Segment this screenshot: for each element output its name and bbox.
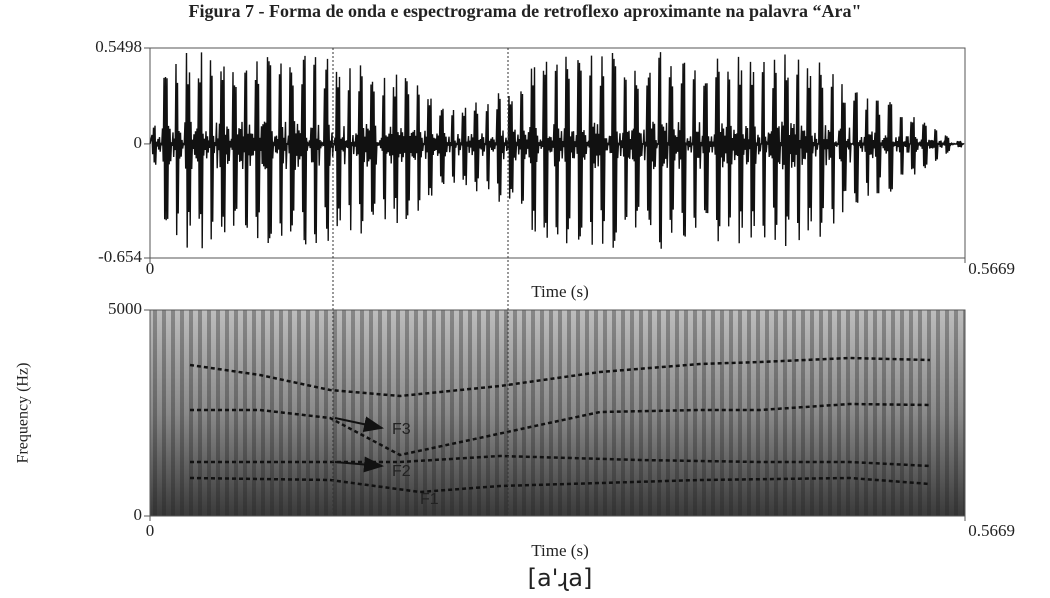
waveform-frame xyxy=(149,47,966,259)
x-tick-label: 0 xyxy=(146,521,155,540)
y-tick-label: 5000 xyxy=(108,299,142,318)
y-tick-label: 0.5498 xyxy=(95,37,142,56)
y-tick-label: 0 xyxy=(134,505,143,524)
x-tick-label: 0 xyxy=(146,259,155,278)
formant-label: F3 xyxy=(392,421,411,438)
x-axis-label: Time (s) xyxy=(531,541,588,560)
y-axis-label: Frequency (Hz) xyxy=(15,363,32,464)
spectrogram-striations xyxy=(149,309,966,517)
arrow xyxy=(334,456,384,473)
formant-label: F1 xyxy=(420,491,439,508)
y-tick-label: -0.654 xyxy=(98,247,142,266)
transcription: [a'ɻa] xyxy=(528,564,593,592)
arrow xyxy=(334,416,384,433)
x-axis-label: Time (s) xyxy=(531,282,588,301)
x-tick-label: 0.5669 xyxy=(968,259,1015,278)
title: Figura 7 - Forma de onda e espectrograma… xyxy=(188,1,861,21)
x-tick-label: 0.5669 xyxy=(968,521,1015,540)
y-tick-label: 0 xyxy=(134,133,143,152)
formant-label: F2 xyxy=(392,463,411,480)
formant-tracks xyxy=(189,356,931,494)
waveform-trace xyxy=(149,52,965,249)
